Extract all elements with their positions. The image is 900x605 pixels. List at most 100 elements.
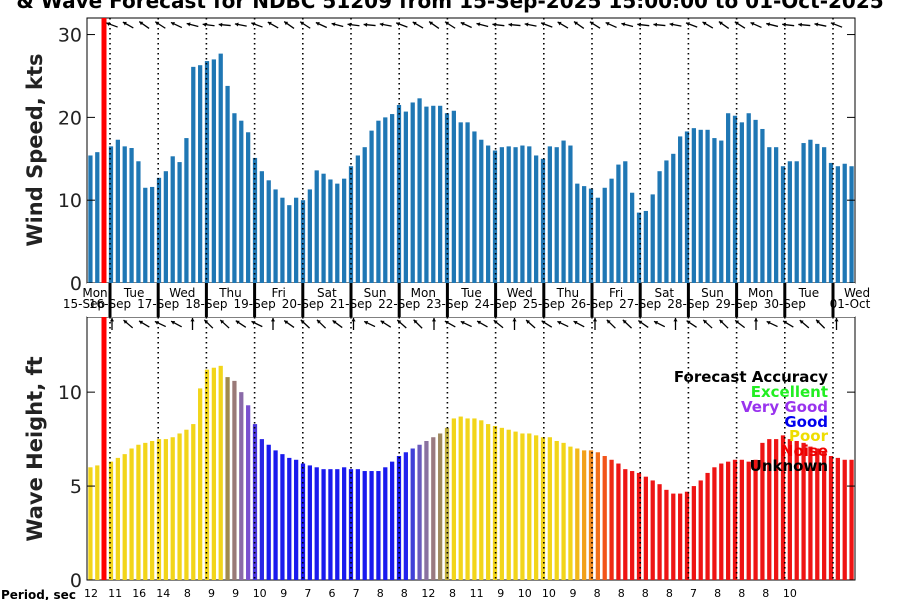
wave-bar [88, 467, 93, 580]
wind-bar [204, 61, 210, 284]
direction-arrowhead [331, 22, 336, 27]
direction-arrowhead [673, 318, 678, 322]
day-date-label: 01-Oct [830, 297, 871, 311]
wave-bar [595, 452, 600, 580]
wave-bar [314, 467, 319, 580]
wind-bar [88, 155, 93, 283]
direction-arrowhead [315, 22, 320, 26]
wave-bar [390, 461, 395, 580]
direction-arrowhead [396, 22, 401, 27]
direction-arrowhead [155, 21, 160, 26]
wind-bar [849, 166, 854, 283]
day-date-label: 20-Sep [282, 297, 324, 311]
wind-bar [527, 146, 532, 283]
direction-arrowhead [300, 319, 305, 324]
period-tick-label: 8 [184, 587, 191, 600]
period-tick-label: 12 [421, 587, 435, 600]
wave-bar [650, 480, 655, 580]
direction-arrowhead [557, 21, 562, 26]
wind-bar [684, 131, 690, 283]
direction-arrowhead [122, 21, 127, 26]
direction-arrowhead [766, 22, 771, 27]
period-tick-label: 11 [108, 587, 122, 600]
day-weekday-label: Fri [272, 286, 286, 300]
direction-arrowhead [799, 320, 804, 324]
direction-arrowhead [412, 21, 417, 26]
wave-bar [540, 437, 546, 580]
wind-bar [465, 122, 470, 283]
period-tick-label: 7 [304, 587, 311, 600]
direction-arrowhead [251, 22, 256, 27]
wind-bar [335, 183, 340, 284]
wind-bar [177, 162, 182, 283]
day-weekday-label: Sun [364, 286, 387, 300]
day-weekday-label: Fri [609, 286, 623, 300]
wave-bar [534, 435, 539, 580]
wave-bar [753, 459, 758, 580]
wind-bar [211, 59, 216, 283]
wave-bar [232, 380, 237, 580]
wave-bar [835, 457, 840, 580]
wave-bar [136, 444, 141, 580]
direction-arrowhead [750, 22, 755, 26]
y-tick-label: 0 [70, 570, 82, 592]
day-date-label: 23-Sep [426, 297, 468, 311]
wind-bar [486, 145, 491, 283]
wind-bar [780, 166, 786, 283]
wind-bar [472, 131, 477, 283]
wave-bar [376, 471, 381, 580]
direction-arrowhead [445, 21, 450, 26]
direction-arrowhead [734, 21, 739, 26]
wave-height-panel: 0 5 10 [58, 316, 856, 592]
wave-bar [431, 437, 436, 580]
day-date-label: 18-Sep [185, 297, 227, 311]
direction-arrowhead [429, 21, 434, 26]
y-tick-label: 5 [70, 476, 82, 498]
period-tick-label: 7 [690, 587, 697, 600]
direction-arrowhead [592, 318, 598, 322]
direction-arrowhead [493, 320, 498, 324]
wave-bar [636, 472, 642, 580]
wind-bar [739, 122, 744, 283]
wave-bar [273, 450, 278, 580]
wave-bar [211, 367, 216, 580]
direction-arrowhead [718, 21, 723, 26]
day-weekday-label: Mon [411, 286, 436, 300]
direction-arrowhead [234, 22, 239, 27]
wave-bar [163, 439, 168, 580]
day-date-label: 26-Sep [571, 297, 613, 311]
y-tick-label: 10 [58, 382, 82, 404]
direction-arrowhead [123, 320, 128, 324]
wave-bar [294, 459, 299, 580]
direction-arrowhead [139, 320, 144, 325]
wind-bar [259, 171, 264, 283]
direction-arrowhead [654, 321, 659, 325]
wave-bar [527, 433, 532, 580]
period-tick-label: 8 [401, 587, 408, 600]
wind-bar [801, 143, 806, 283]
day-date-label: 24-Sep [474, 297, 516, 311]
direction-arrowhead [477, 320, 482, 325]
wind-bar [520, 145, 525, 283]
wind-bar [342, 178, 347, 283]
wind-bar [307, 189, 312, 283]
wind-bar [630, 192, 635, 283]
day-weekday-label: Sat [317, 286, 337, 300]
y-tick-label: 30 [58, 25, 82, 47]
day-weekday-label: Sat [654, 286, 674, 300]
wave-bar [246, 405, 251, 580]
wind-bar [794, 161, 799, 283]
wind-bar [232, 113, 237, 283]
wind-bar [828, 162, 834, 283]
direction-arrowhead [316, 319, 321, 324]
legend-noise: Noise [781, 442, 828, 460]
wave-bar [616, 463, 621, 580]
wind-bar [438, 105, 443, 283]
wind-bar [705, 129, 710, 283]
wind-bar [300, 200, 306, 283]
wind-bar [787, 161, 792, 283]
period-tick-label: 10 [518, 587, 532, 600]
wind-bar [184, 138, 189, 283]
